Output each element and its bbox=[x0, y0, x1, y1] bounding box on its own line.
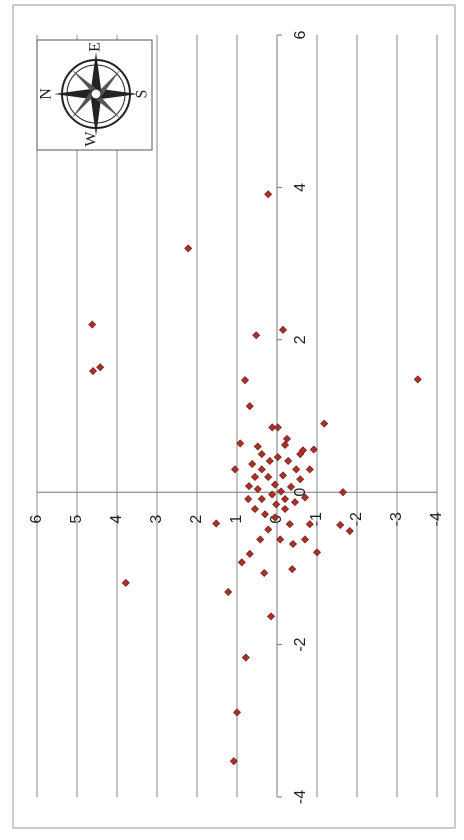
point bbox=[212, 519, 221, 528]
point bbox=[282, 434, 292, 443]
point bbox=[413, 375, 422, 384]
point bbox=[276, 535, 285, 544]
point bbox=[96, 363, 105, 372]
point bbox=[264, 525, 273, 534]
point bbox=[345, 527, 354, 536]
point bbox=[276, 487, 286, 496]
point bbox=[244, 495, 253, 504]
x-tick-label: 0 bbox=[292, 488, 309, 497]
compass-label: S bbox=[134, 90, 151, 99]
point bbox=[309, 445, 318, 454]
point bbox=[229, 757, 238, 766]
point bbox=[265, 456, 274, 465]
y-tick-label: -4 bbox=[428, 512, 445, 526]
point bbox=[260, 510, 270, 519]
point bbox=[288, 565, 297, 574]
x-tick-label: 2 bbox=[292, 335, 309, 344]
x-tick-label: -2 bbox=[292, 637, 309, 651]
y-tick-label: 6 bbox=[28, 515, 45, 524]
point bbox=[244, 482, 254, 491]
y-tick-label: 3 bbox=[148, 515, 165, 524]
point bbox=[236, 439, 245, 448]
point bbox=[296, 450, 305, 459]
y-tick-label: -1 bbox=[308, 512, 325, 526]
point bbox=[296, 475, 305, 484]
point bbox=[270, 480, 280, 489]
y-tick-label: 1 bbox=[228, 515, 245, 524]
compass-label: E bbox=[87, 42, 104, 52]
compass-label: W bbox=[83, 131, 100, 147]
point bbox=[245, 549, 254, 558]
point bbox=[250, 472, 260, 481]
point bbox=[88, 320, 97, 329]
y-tick-label: 4 bbox=[108, 515, 125, 524]
point bbox=[224, 587, 233, 597]
point bbox=[305, 465, 314, 474]
point bbox=[278, 325, 288, 334]
point bbox=[88, 367, 98, 376]
x-tick-label: -4 bbox=[292, 790, 309, 804]
y-tick-label: 2 bbox=[188, 515, 205, 524]
point bbox=[280, 495, 290, 504]
point bbox=[312, 548, 322, 557]
point bbox=[240, 376, 250, 385]
point bbox=[336, 520, 345, 529]
y-tick-label: -3 bbox=[388, 512, 405, 526]
x-tick-label: 6 bbox=[292, 30, 309, 39]
point bbox=[285, 520, 294, 529]
point bbox=[264, 472, 273, 481]
point bbox=[257, 495, 266, 504]
point bbox=[230, 465, 240, 474]
point bbox=[305, 520, 314, 529]
point bbox=[278, 471, 288, 480]
compass: N E S W bbox=[36, 39, 153, 151]
point bbox=[253, 442, 262, 451]
point bbox=[256, 535, 265, 544]
point bbox=[245, 402, 254, 411]
y-tick-label: 5 bbox=[68, 515, 85, 524]
compass-label: N bbox=[38, 88, 55, 100]
point bbox=[300, 493, 310, 502]
point bbox=[288, 539, 298, 549]
point bbox=[286, 482, 296, 491]
point bbox=[237, 558, 246, 567]
point bbox=[272, 500, 281, 509]
point bbox=[232, 708, 242, 717]
x-tick-label: 4 bbox=[292, 183, 309, 192]
point bbox=[338, 488, 348, 497]
point bbox=[252, 331, 261, 340]
point bbox=[241, 653, 250, 662]
point bbox=[248, 459, 257, 469]
point bbox=[273, 423, 282, 432]
point bbox=[284, 456, 293, 465]
point bbox=[300, 535, 310, 544]
point bbox=[250, 504, 260, 513]
point bbox=[264, 190, 273, 199]
point bbox=[184, 244, 193, 253]
point bbox=[253, 485, 262, 494]
point bbox=[121, 578, 130, 587]
point bbox=[268, 490, 277, 499]
point bbox=[280, 504, 290, 513]
point bbox=[257, 450, 266, 459]
compass-center bbox=[90, 88, 102, 100]
point bbox=[257, 465, 266, 474]
point bbox=[320, 419, 329, 428]
point bbox=[266, 612, 276, 621]
point bbox=[273, 453, 282, 462]
point bbox=[260, 568, 269, 577]
point bbox=[270, 513, 280, 522]
point bbox=[280, 440, 290, 449]
point bbox=[290, 498, 300, 507]
point bbox=[292, 465, 301, 474]
y-tick-label: -2 bbox=[348, 512, 365, 526]
